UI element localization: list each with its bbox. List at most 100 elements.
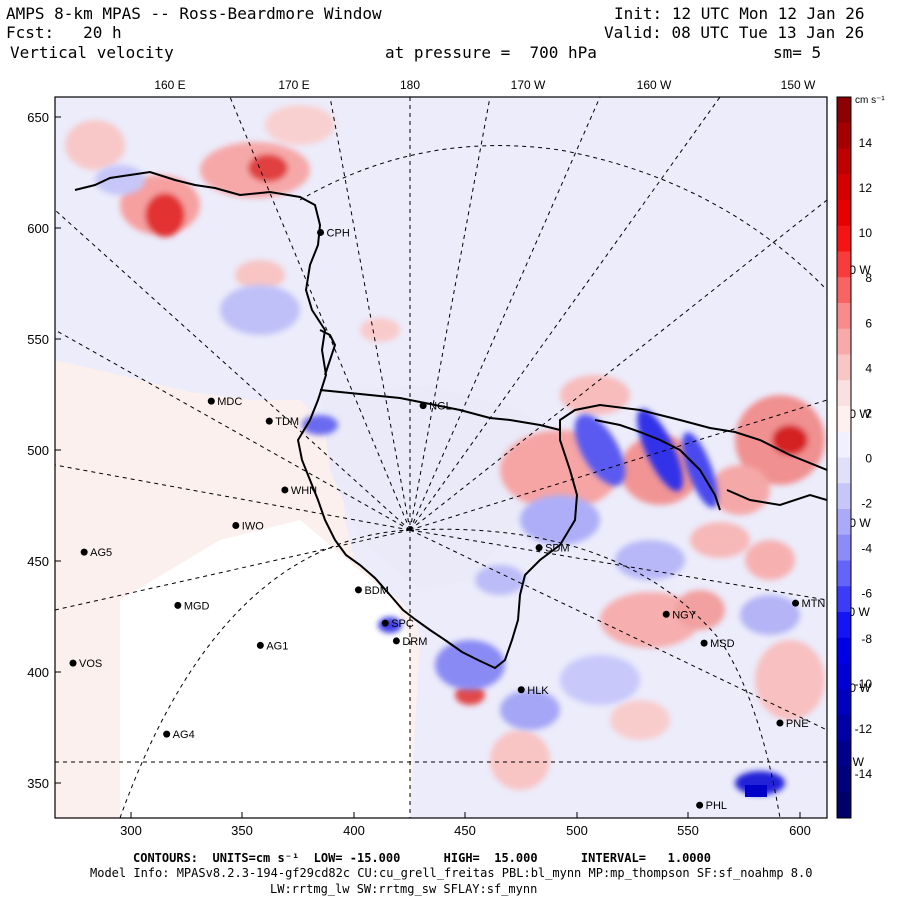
map-frame — [54, 96, 828, 819]
lon-label: 160 W — [637, 78, 672, 92]
colorbar-tick-label: 0 — [865, 452, 872, 466]
longitude-labels-top: 160 E 170 E 180 170 W 160 W 150 W — [154, 78, 816, 92]
contours-info: CONTOURS: UNITS=cm s⁻¹ LOW= -15.000 HIGH… — [133, 851, 711, 865]
colorbar-tick-label: -10 — [855, 677, 873, 691]
station-dot — [392, 637, 400, 645]
colorbar-tick-label: 8 — [865, 271, 872, 285]
colorbar-swatch — [837, 148, 851, 175]
station-label: AG4 — [173, 729, 195, 741]
station-label: DRM — [402, 636, 427, 648]
station-label: SDM — [545, 543, 569, 555]
station-dot — [662, 610, 670, 618]
station-dot — [517, 686, 525, 694]
station-label: BDM — [364, 585, 388, 597]
x-axis-labels: 300 350 400 450 500 550 600 — [120, 823, 811, 838]
colorbar-tick-label: -4 — [861, 542, 872, 556]
colorbar-tick-label: 10 — [859, 226, 873, 240]
colorbar-swatch — [837, 792, 851, 819]
graticule — [55, 97, 827, 818]
init-label: Init: — [614, 4, 663, 23]
y-axis-labels: 650 600 550 500 450 400 350 — [27, 110, 49, 791]
station-dot — [163, 730, 171, 738]
pressure-level: at pressure = 700 hPa — [385, 43, 597, 62]
init-time: Init: 12 UTC Mon 12 Jan 26 — [614, 5, 864, 23]
colorbar-swatch — [837, 560, 851, 587]
valid-time: Valid: 08 UTC Tue 13 Jan 26 — [604, 24, 864, 42]
x-tick-label: 400 — [343, 823, 365, 838]
y-tick-label: 600 — [27, 221, 49, 236]
colorbar-swatch — [837, 637, 851, 664]
colorbar-tick-label: -6 — [861, 587, 872, 601]
forecast-label: Fcst: — [6, 23, 55, 42]
station-dot — [256, 641, 264, 649]
colorbar-swatch — [837, 97, 851, 124]
colorbar-swatch — [837, 328, 851, 355]
station-dot — [381, 619, 389, 627]
colorbar-tick-label: -14 — [855, 767, 873, 781]
station-label: HLK — [527, 685, 549, 697]
colorbar-swatch — [837, 483, 851, 510]
y-tick-label: 400 — [27, 665, 49, 680]
colorbar-swatch — [837, 689, 851, 716]
model-info: Model Info: MPASv8.2.3-194-gf29cd82c CU:… — [90, 866, 813, 880]
colorbar-tick-label: 2 — [865, 406, 872, 420]
station-label: MGD — [184, 600, 210, 612]
lon-label: 160 E — [154, 78, 185, 92]
station-dot — [174, 601, 182, 609]
x-tick-label: 550 — [677, 823, 699, 838]
station-dot — [317, 228, 325, 236]
colorbar-swatch — [837, 277, 851, 304]
colorbar-swatch — [837, 766, 851, 793]
colorbar-units: cm s⁻¹ — [855, 95, 885, 106]
colorbar-swatch — [837, 380, 851, 407]
x-tick-label: 300 — [120, 823, 142, 838]
station-label: MSD — [710, 638, 735, 650]
station-label: IWO — [242, 520, 264, 532]
station-dot — [354, 586, 362, 594]
station-dot — [69, 659, 77, 667]
colorbar-tick-label: 12 — [859, 181, 873, 195]
colorbar-swatch — [837, 122, 851, 149]
station-label: PNE — [786, 718, 809, 730]
station-dot — [776, 719, 784, 727]
colorbar-swatch — [837, 612, 851, 639]
colorbar-tick-label: 6 — [865, 316, 872, 330]
model-schemes: LW:rrtmg_lw SW:rrtmg_sw SFLAY:sf_mynn — [270, 882, 538, 896]
init-value: 12 UTC Mon 12 Jan 26 — [671, 4, 865, 23]
station-dot — [700, 639, 708, 647]
vertical-velocity-field — [55, 97, 827, 818]
colorbar-labels: 14 12 10 8 6 4 2 0 -2 -4 -6 -8 -10 -12 -14 — [855, 136, 873, 781]
lon-label: 150 W — [781, 78, 816, 92]
station-dot — [696, 801, 704, 809]
colorbar-tick-label: 14 — [859, 136, 873, 150]
x-tick-label: 450 — [454, 823, 476, 838]
coastline — [74, 170, 827, 670]
station-label: VOS — [79, 658, 102, 670]
y-tick-label: 650 — [27, 110, 49, 125]
lon-label: 170 W — [511, 78, 546, 92]
colorbar-swatch — [837, 715, 851, 742]
station-dot — [535, 544, 543, 552]
colorbar-swatch — [837, 174, 851, 201]
station-label: PHL — [706, 800, 727, 812]
station-label: TDM — [275, 416, 299, 428]
colorbar-swatch — [837, 457, 851, 484]
station-label: AG5 — [90, 547, 112, 559]
station-dot — [281, 486, 289, 494]
colorbar-tick-label: -8 — [861, 632, 872, 646]
y-tick-label: 550 — [27, 332, 49, 347]
station-dot — [265, 417, 273, 425]
colorbar-swatch — [837, 431, 851, 458]
station-label: CPH — [327, 227, 350, 239]
colorbar-swatch — [837, 534, 851, 561]
valid-label: Valid: — [604, 23, 662, 42]
colorbar-tick-label: -2 — [861, 497, 872, 511]
station-label: WHN — [291, 485, 317, 497]
lon-label: 170 E — [278, 78, 309, 92]
colorbar-frame — [836, 96, 852, 819]
colorbar-swatch — [837, 225, 851, 252]
colorbar-swatch — [837, 586, 851, 613]
station-dot — [792, 599, 800, 607]
colorbar-swatch — [837, 740, 851, 767]
